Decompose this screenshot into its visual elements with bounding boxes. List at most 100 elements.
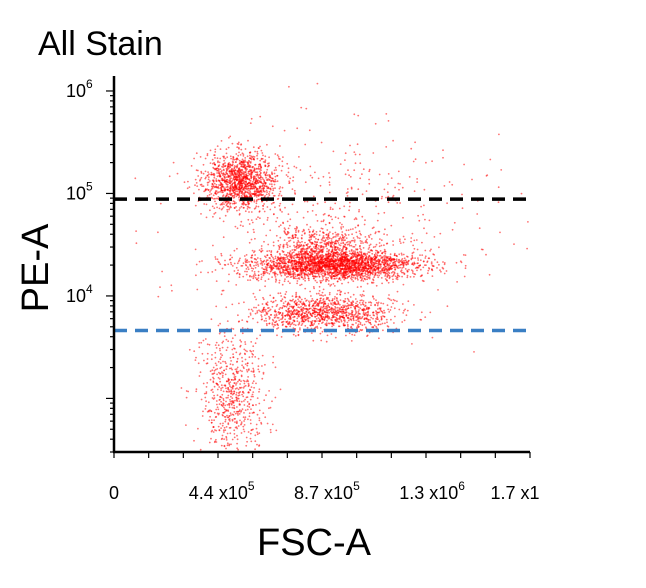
- data-point: [272, 258, 275, 260]
- data-point: [346, 277, 349, 280]
- data-point: [225, 180, 228, 183]
- data-point: [328, 306, 331, 308]
- data-point: [214, 211, 217, 214]
- data-point: [292, 268, 295, 271]
- data-point: [285, 309, 287, 312]
- data-point: [303, 276, 306, 278]
- data-point: [274, 187, 276, 190]
- data-point: [334, 231, 337, 234]
- data-point: [288, 254, 290, 257]
- data-point: [363, 263, 366, 265]
- data-point: [221, 169, 223, 172]
- data-point: [334, 273, 336, 275]
- data-point: [282, 246, 285, 249]
- data-point: [365, 320, 368, 323]
- data-point: [401, 254, 403, 256]
- data-point: [214, 148, 217, 151]
- data-point: [275, 267, 278, 270]
- data-point: [289, 325, 291, 328]
- data-point: [278, 281, 281, 284]
- data-point: [253, 187, 256, 190]
- data-point: [295, 291, 298, 294]
- data-point: [258, 194, 261, 196]
- data-point: [283, 296, 286, 298]
- data-point: [312, 246, 315, 248]
- data-point: [347, 281, 350, 284]
- data-point: [293, 262, 296, 265]
- data-point: [271, 185, 273, 188]
- data-point: [317, 252, 320, 255]
- data-point: [353, 269, 355, 271]
- data-point: [250, 267, 253, 270]
- data-point: [401, 258, 404, 260]
- data-point: [383, 259, 386, 261]
- data-point: [356, 275, 359, 278]
- data-point: [261, 200, 263, 203]
- data-point: [288, 259, 290, 262]
- data-point: [315, 249, 317, 252]
- data-point: [402, 253, 405, 256]
- data-point: [340, 227, 343, 230]
- data-point: [299, 328, 301, 331]
- data-point: [279, 190, 282, 193]
- data-point: [216, 157, 219, 160]
- data-point: [379, 238, 381, 241]
- data-point: [211, 185, 213, 188]
- data-point: [369, 243, 372, 246]
- data-point: [197, 169, 199, 172]
- data-point: [342, 308, 344, 311]
- data-point: [228, 207, 231, 209]
- data-point: [397, 274, 399, 277]
- data-point: [388, 269, 391, 271]
- data-point: [301, 230, 304, 233]
- data-point: [270, 203, 273, 205]
- data-point: [218, 161, 221, 164]
- data-point: [242, 159, 245, 162]
- data-point: [219, 168, 222, 171]
- data-point: [305, 244, 308, 246]
- data-point: [248, 184, 250, 187]
- data-point: [219, 175, 222, 178]
- data-point: [259, 164, 262, 167]
- data-point: [320, 273, 323, 276]
- data-point: [330, 318, 333, 321]
- data-point: [204, 177, 207, 180]
- data-point: [367, 248, 370, 250]
- data-point: [352, 256, 355, 258]
- data-point: [324, 315, 327, 318]
- data-point: [247, 187, 250, 190]
- data-point: [421, 254, 424, 256]
- data-point: [219, 148, 222, 151]
- data-point: [251, 171, 254, 174]
- data-point: [286, 246, 289, 249]
- data-point: [303, 274, 306, 277]
- data-point: [307, 243, 309, 245]
- data-point: [357, 312, 360, 315]
- data-point: [398, 261, 400, 264]
- data-point: [386, 304, 389, 307]
- data-point: [464, 267, 467, 270]
- data-point: [260, 259, 262, 262]
- data-point: [340, 226, 342, 229]
- data-point: [331, 316, 333, 319]
- data-point: [250, 211, 253, 213]
- data-point: [304, 277, 306, 280]
- data-point: [255, 199, 258, 202]
- data-point: [216, 172, 219, 174]
- data-point: [321, 291, 324, 294]
- data-point: [442, 267, 445, 270]
- data-point: [276, 327, 278, 330]
- data-point: [240, 165, 243, 168]
- data-point: [233, 170, 236, 172]
- data-point: [238, 273, 241, 275]
- data-point: [296, 280, 299, 282]
- data-point: [204, 170, 207, 173]
- data-point: [284, 228, 287, 231]
- data-point: [277, 156, 280, 158]
- data-point: [311, 298, 314, 300]
- data-point: [276, 250, 279, 253]
- data-point: [337, 271, 340, 274]
- data-point: [258, 180, 261, 182]
- data-point: [374, 262, 377, 265]
- data-point: [284, 318, 286, 321]
